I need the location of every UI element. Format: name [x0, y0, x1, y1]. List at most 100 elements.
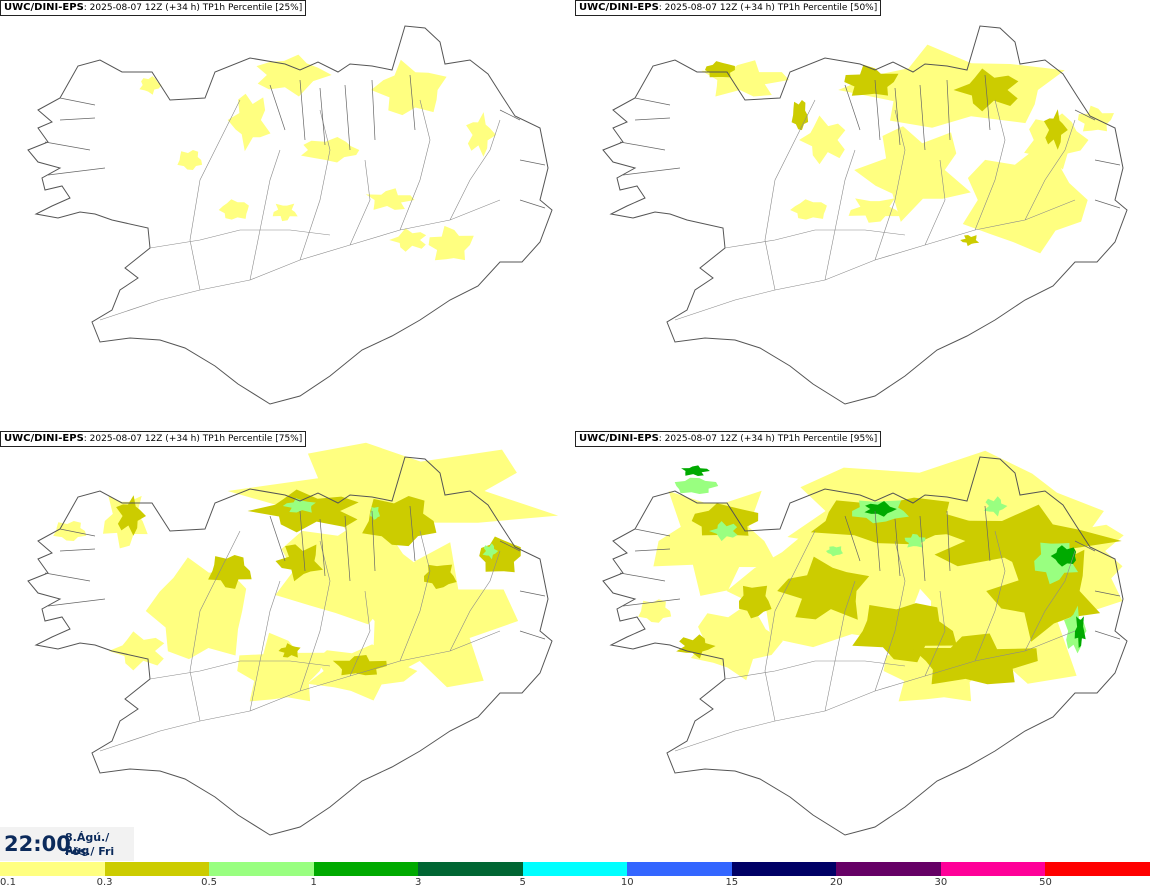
- legend-tick-label: 5: [519, 877, 526, 888]
- precip-area: [911, 633, 1038, 685]
- precip-area: [139, 76, 162, 95]
- legend-swatch: [313, 862, 419, 876]
- legend-swatch: [1045, 862, 1150, 876]
- legend-tick-label: 0.1: [0, 877, 16, 888]
- legend-swatch: [209, 862, 314, 876]
- legend-tick-label: 50: [1039, 877, 1052, 888]
- precip-area: [676, 634, 716, 659]
- map-panel-p25: UWC/DINI-EPS: 2025-08-07 12Z (+34 h) TP1…: [0, 0, 575, 431]
- precip-area: [826, 546, 843, 557]
- precip-area: [362, 496, 437, 547]
- valid-weekday: Fös./ Fri: [65, 845, 115, 858]
- legend-swatch: [836, 862, 941, 876]
- roads-rivers: [99, 99, 501, 321]
- precip-area: [848, 198, 903, 223]
- precip-area: [953, 68, 1019, 112]
- fjords: [619, 74, 1121, 209]
- precip-area: [854, 126, 971, 222]
- precip-area: [282, 498, 316, 513]
- precip-area: [709, 521, 738, 542]
- precip-area: [332, 655, 387, 676]
- precip-area: [701, 60, 789, 97]
- legend-tick-label: 30: [934, 877, 948, 888]
- precip-area: [466, 112, 496, 157]
- panel-title: UWC/DINI-EPS: 2025-08-07 12Z (+34 h) TP1…: [575, 431, 882, 447]
- precip-area: [1050, 545, 1077, 567]
- precip-area: [237, 632, 328, 702]
- legend-swatch: [104, 862, 210, 876]
- map-panel-p75: UWC/DINI-EPS: 2025-08-07 12Z (+34 h) TP1…: [0, 431, 575, 862]
- precip-area: [479, 536, 521, 573]
- precip-area: [799, 115, 846, 165]
- precip-area: [922, 504, 1122, 576]
- map-panel-p50: UWC/DINI-EPS: 2025-08-07 12Z (+34 h) TP1…: [575, 0, 1150, 431]
- precip-area: [962, 144, 1088, 254]
- legend-ticks: 0.1 0.3 0.5 1 3 5 10 15 20 30 50: [0, 877, 1150, 891]
- valid-time-box: 22:00 8.Ágú./ Aug Fös./ Fri: [0, 827, 134, 861]
- coastline: [602, 456, 1128, 836]
- precip-area: [790, 199, 827, 220]
- map-panel-p95: UWC/DINI-EPS: 2025-08-07 12Z (+34 h) TP1…: [575, 431, 1150, 862]
- legend-swatch: [418, 862, 523, 876]
- precip-area: [145, 557, 247, 660]
- precip-area: [424, 564, 457, 589]
- precip-area: [177, 150, 203, 170]
- precip-map: [602, 25, 1128, 405]
- precip-area: [791, 100, 809, 131]
- precip-area: [389, 228, 427, 252]
- precip-area: [116, 495, 146, 536]
- roads-rivers: [674, 530, 1076, 752]
- precip-area: [986, 549, 1101, 642]
- precip-area: [371, 59, 447, 116]
- precip-area: [218, 199, 249, 220]
- panel-title: UWC/DINI-EPS: 2025-08-07 12Z (+34 h) TP1…: [575, 0, 882, 16]
- legend-tick-label: 3: [414, 877, 422, 888]
- precip-area: [838, 44, 1065, 128]
- precip-area: [428, 225, 474, 261]
- legend-tick-label: 1: [310, 877, 317, 888]
- precip-area: [227, 442, 559, 549]
- precip-area: [108, 631, 165, 671]
- panel-title: UWC/DINI-EPS: 2025-08-07 12Z (+34 h) TP1…: [0, 431, 307, 447]
- legend-tick-label: 0.3: [96, 877, 113, 888]
- precip-area: [638, 599, 672, 623]
- fjords: [619, 505, 1121, 640]
- precip-area: [844, 64, 899, 96]
- precip-map: [27, 25, 553, 405]
- precip-area: [691, 503, 759, 536]
- precip-map: [602, 450, 1128, 836]
- legend-swatch: [940, 862, 1046, 876]
- legend-swatch: [522, 862, 628, 876]
- legend-tick-label: 10: [620, 877, 634, 888]
- legend-tick-label: 20: [829, 877, 843, 888]
- legend-tick-label: 0.5: [201, 877, 218, 888]
- precip-area: [482, 543, 499, 560]
- valid-hour: 22:00: [4, 832, 71, 856]
- legend-swatch: [627, 862, 732, 876]
- precip-area: [365, 188, 415, 210]
- precip-area: [904, 533, 926, 548]
- precip-map: [27, 442, 559, 836]
- precip-area: [864, 501, 897, 517]
- fjords: [44, 74, 546, 209]
- precip-area: [1043, 109, 1068, 150]
- precip-area: [674, 477, 719, 494]
- valid-date: 8.Ágú./ Aug: [65, 831, 110, 857]
- precip-area: [208, 555, 252, 589]
- coastline: [602, 25, 1128, 405]
- precip-area: [1074, 616, 1086, 648]
- precip-area: [690, 605, 783, 681]
- precip-area: [342, 542, 519, 688]
- panel-title: UWC/DINI-EPS: 2025-08-07 12Z (+34 h) TP1…: [0, 0, 307, 16]
- precip-area: [960, 235, 980, 247]
- precip-area: [256, 54, 332, 97]
- precip-area: [227, 93, 271, 152]
- coastline: [27, 25, 553, 405]
- legend-swatch: [0, 862, 105, 876]
- roads-rivers: [674, 99, 1076, 321]
- roads-rivers: [99, 530, 501, 752]
- precip-area: [983, 496, 1008, 517]
- precip-area: [247, 489, 359, 533]
- precip-area: [777, 556, 870, 620]
- color-legend: [0, 862, 1150, 876]
